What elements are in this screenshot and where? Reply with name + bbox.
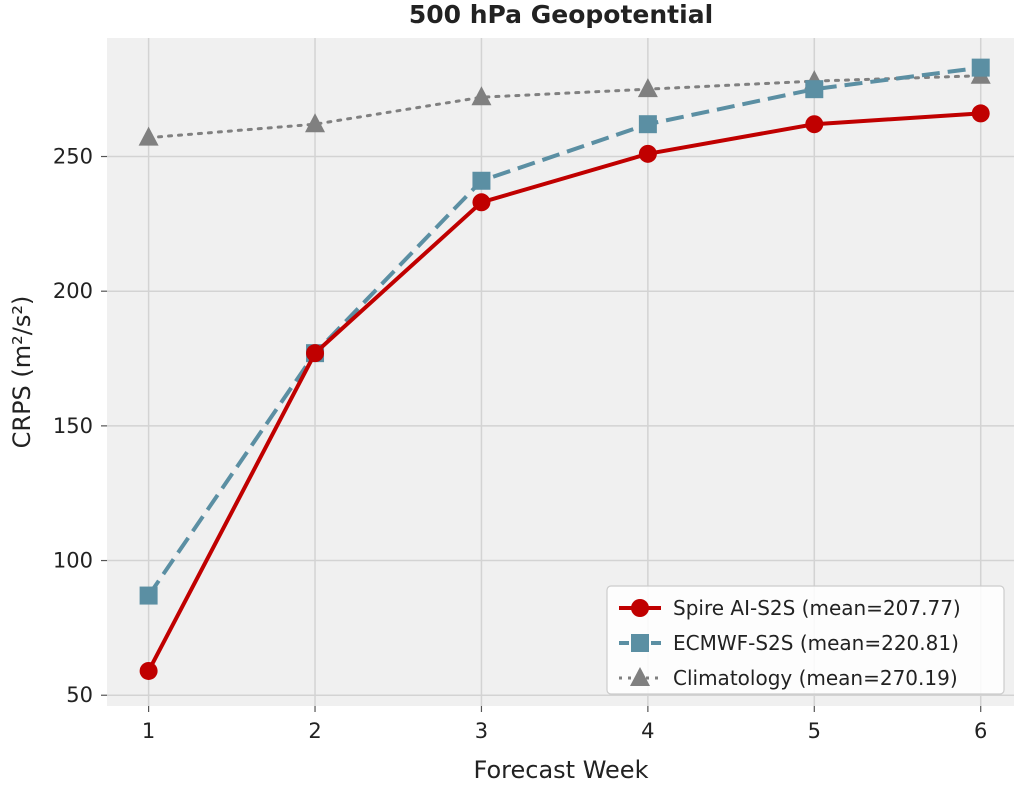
legend-label: Climatology (mean=270.19)	[673, 666, 958, 690]
series-0	[139, 104, 990, 680]
legend-label: ECMWF-S2S (mean=220.81)	[673, 631, 959, 655]
series-line	[146, 111, 981, 672]
legend-marker	[631, 634, 649, 652]
data-point	[139, 661, 158, 680]
x-tick-label: 2	[308, 719, 321, 743]
y-tick-label: 50	[66, 683, 93, 707]
x-tick-label: 6	[974, 719, 987, 743]
y-tick-label: 100	[53, 549, 93, 573]
data-point	[305, 113, 326, 133]
y-tick-label: 150	[53, 414, 93, 438]
data-point	[971, 58, 990, 77]
x-tick-label: 1	[142, 719, 155, 743]
x-axis-label: Forecast Week	[474, 756, 649, 784]
data-point	[638, 144, 657, 163]
legend-marker	[631, 599, 649, 617]
x-tick-labels: 1 2 3 4 5 6	[142, 719, 987, 743]
data-point	[306, 344, 325, 363]
series-layer	[138, 58, 991, 680]
data-point	[138, 126, 159, 146]
data-point	[637, 78, 658, 98]
data-point	[139, 586, 158, 605]
legend-item: ECMWF-S2S (mean=220.81)	[619, 631, 959, 655]
chart-title: 500 hPa Geopotential	[409, 0, 713, 29]
x-tick-label: 3	[475, 719, 488, 743]
legend-label: Spire AI-S2S (mean=207.77)	[673, 596, 961, 620]
data-point	[638, 115, 657, 134]
y-axis-label: CRPS (m²/s²)	[8, 296, 36, 449]
y-tick-labels: 50 100 150 200 250	[53, 145, 93, 708]
data-point	[472, 193, 491, 212]
series-line	[146, 65, 981, 597]
x-tick-label: 4	[641, 719, 654, 743]
legend-item: Spire AI-S2S (mean=207.77)	[619, 596, 961, 620]
series-line	[147, 74, 983, 140]
data-point	[471, 86, 492, 106]
legend-box	[606, 585, 1005, 695]
series-1	[139, 58, 990, 605]
data-point	[805, 115, 824, 134]
legend-marker	[630, 667, 650, 686]
legend: Spire AI-S2S (mean=207.77) ECMWF-S2S (mea…	[606, 585, 1005, 695]
y-tick-label: 250	[53, 145, 93, 169]
x-tick-label: 5	[808, 719, 821, 743]
data-point	[971, 104, 990, 123]
legend-item: Climatology (mean=270.19)	[619, 666, 958, 690]
y-tick-label: 200	[53, 279, 93, 303]
data-point	[472, 171, 491, 190]
data-point	[805, 80, 824, 99]
